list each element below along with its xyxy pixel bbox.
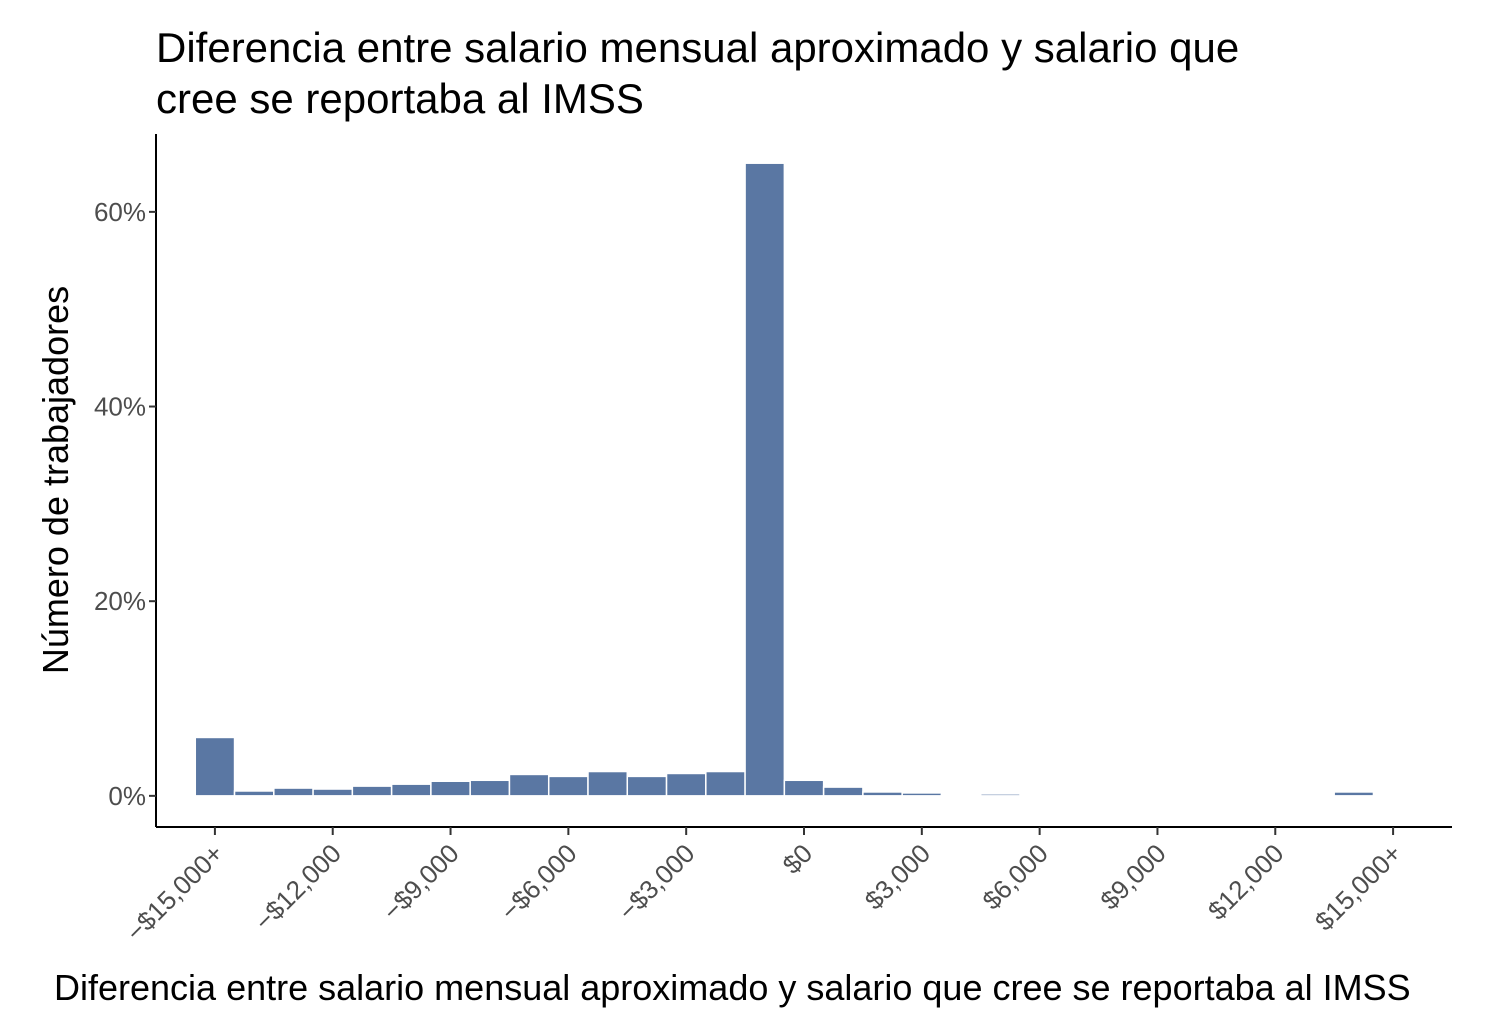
axes-group xyxy=(155,134,1452,828)
chart-title-line-1: Diferencia entre salario mensual aproxim… xyxy=(156,24,1239,71)
histogram-bar xyxy=(273,787,314,797)
histogram-bar xyxy=(665,772,707,797)
histogram-bar xyxy=(233,790,275,797)
x-tick-label: −$12,000 xyxy=(249,838,347,936)
histogram-bar xyxy=(1333,791,1375,797)
histogram-bar xyxy=(430,780,471,797)
histogram-bar xyxy=(783,779,825,797)
y-tick-label: 20% xyxy=(94,586,146,616)
x-tick-label: $0 xyxy=(777,838,819,880)
histogram-bar xyxy=(901,792,943,797)
y-tick-label: 0% xyxy=(108,781,146,811)
y-axis-ticks: 0% 20% 40% 60% xyxy=(94,197,156,811)
x-tick-label: $6,000 xyxy=(976,838,1053,915)
x-tick-label: $15,000+ xyxy=(1309,838,1407,936)
histogram-bar xyxy=(312,788,354,797)
x-tick-label: −$15,000+ xyxy=(120,838,229,947)
y-tick-label: 60% xyxy=(94,197,146,227)
histogram-bar xyxy=(390,783,432,797)
histogram-bar xyxy=(940,794,982,797)
histogram-bar xyxy=(508,773,550,797)
x-tick-label: $9,000 xyxy=(1094,838,1171,915)
histogram-bar xyxy=(469,779,511,797)
x-tick-label: $12,000 xyxy=(1202,838,1290,926)
histogram-bar xyxy=(979,793,1021,797)
x-axis-ticks: −$15,000+ −$12,000 −$9,000 −$6,000 −$3,000 $0… xyxy=(120,827,1407,947)
x-tick-label: −$3,000 xyxy=(612,838,700,926)
histogram-bar xyxy=(626,775,668,797)
y-axis-title: Número de trabajadores xyxy=(35,286,76,674)
x-tick-label: −$6,000 xyxy=(494,838,582,926)
histogram-bar xyxy=(705,770,746,797)
histogram-bar xyxy=(194,736,236,797)
chart-title-line-2: cree se reportaba al IMSS xyxy=(156,75,644,122)
histogram-bar xyxy=(587,770,629,797)
histogram-bar xyxy=(862,791,903,797)
histogram-bar xyxy=(351,785,393,797)
y-tick-label: 40% xyxy=(94,392,146,422)
histogram-bar xyxy=(547,775,589,797)
x-tick-label: −$9,000 xyxy=(377,838,465,926)
histogram-bar xyxy=(822,786,864,797)
bars-group xyxy=(194,162,1375,797)
histogram-bar xyxy=(744,162,786,797)
x-axis-title: Diferencia entre salario mensual aproxim… xyxy=(54,967,1411,1008)
x-tick-label: $3,000 xyxy=(859,838,936,915)
